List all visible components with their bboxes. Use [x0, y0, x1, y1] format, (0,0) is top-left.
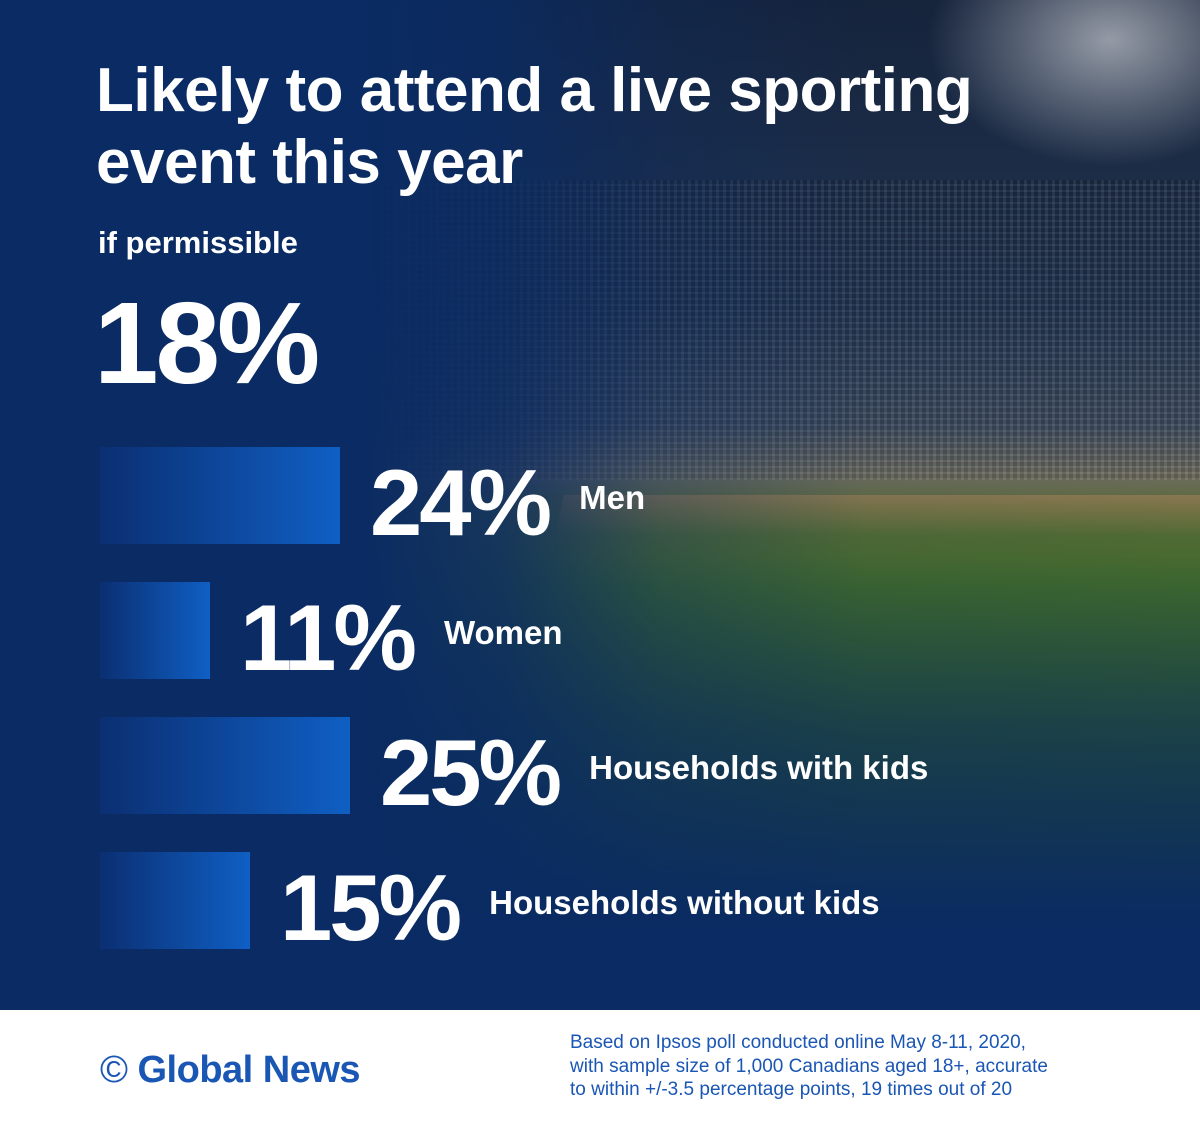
bar-2	[100, 582, 210, 679]
bar-chart: 24% Men 11% Women 25% Households with kids 15%…	[100, 447, 928, 960]
data-label-3: 25%	[380, 720, 561, 825]
data-label-2: 11%	[240, 585, 415, 690]
category-label-3: Households with kids	[589, 749, 928, 786]
chart-subtitle: if permissible	[98, 225, 298, 260]
source-line-3: to within +/-3.5 percentage points, 19 t…	[570, 1079, 1013, 1100]
bar-4	[100, 852, 250, 949]
source-line-1: Based on Ipsos poll conducted online May…	[570, 1032, 1026, 1053]
copyright-icon: ©	[100, 1049, 128, 1091]
data-label-4: 15%	[280, 855, 461, 960]
brand-logo: © Global News	[100, 1048, 361, 1092]
headline-value: 18%	[94, 278, 320, 408]
bars-group: 24% Men 11% Women 25% Households with kids 15%…	[100, 447, 928, 960]
bar-3	[100, 717, 350, 814]
bar-1	[100, 447, 340, 544]
category-label-1: Men	[579, 479, 645, 516]
source-note: Based on Ipsos poll conducted online May…	[570, 1031, 1170, 1102]
brand-name: Global News	[137, 1049, 361, 1091]
category-label-2: Women	[444, 614, 563, 651]
stadium-background	[0, 0, 1200, 1010]
data-label-1: 24%	[370, 450, 551, 555]
category-label-4: Households without kids	[489, 884, 880, 921]
chart-title: Likely to attend a live sporting event t…	[96, 56, 973, 197]
source-line-2: with sample size of 1,000 Canadians aged…	[570, 1055, 1048, 1077]
footer	[0, 1010, 1200, 1125]
